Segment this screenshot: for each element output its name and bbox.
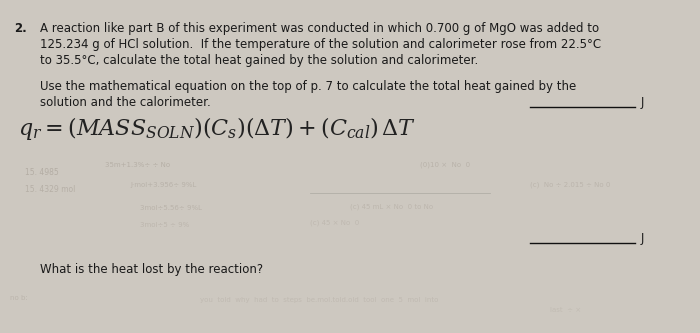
Text: 15. 4329 mol: 15. 4329 mol [25, 185, 76, 194]
Text: 2.: 2. [14, 22, 27, 35]
Text: (c) 45 × No  0: (c) 45 × No 0 [310, 220, 359, 226]
Text: J·mol+3.956÷ 9%L: J·mol+3.956÷ 9%L [130, 182, 197, 188]
Text: 125.234 g of HCl solution.  If the temperature of the solution and calorimeter r: 125.234 g of HCl solution. If the temper… [40, 38, 601, 51]
Text: to 35.5°C, calculate the total heat gained by the solution and calorimeter.: to 35.5°C, calculate the total heat gain… [40, 54, 478, 67]
Text: Use the mathematical equation on the top of p. 7 to calculate the total heat gai: Use the mathematical equation on the top… [40, 80, 576, 93]
Text: (c)  No ÷ 2.015 ÷ No 0: (c) No ÷ 2.015 ÷ No 0 [530, 182, 610, 188]
Text: last  ÷ ×: last ÷ × [550, 307, 581, 313]
Text: solution and the calorimeter.: solution and the calorimeter. [40, 96, 211, 109]
Text: A reaction like part B of this experiment was conducted in which 0.700 g of MgO : A reaction like part B of this experimen… [40, 22, 599, 35]
Text: J: J [641, 232, 645, 245]
Text: you  told  why  had  to  steps  be.mol.told.old  tool  one  5  mol  into: you told why had to steps be.mol.told.ol… [200, 297, 438, 303]
Text: 3mol÷5.56÷ 9%L: 3mol÷5.56÷ 9%L [140, 205, 202, 211]
Text: J: J [641, 96, 645, 109]
Text: (c) 45 mL × No  0 to No: (c) 45 mL × No 0 to No [350, 204, 433, 210]
Text: $q_r = (MASS_{SOLN})(C_s)(\Delta T) + (C_{cal})\,\Delta T$: $q_r = (MASS_{SOLN})(C_s)(\Delta T) + (C… [18, 115, 416, 142]
Text: 15. 4985: 15. 4985 [25, 168, 59, 177]
Text: 35m+1.3%÷ ÷ No: 35m+1.3%÷ ÷ No [105, 162, 170, 168]
Text: no b:: no b: [10, 295, 28, 301]
Text: (0)10 ×  No  0: (0)10 × No 0 [420, 162, 470, 168]
Text: 3mol÷5 ÷ 9%: 3mol÷5 ÷ 9% [140, 222, 189, 228]
Text: What is the heat lost by the reaction?: What is the heat lost by the reaction? [40, 263, 263, 276]
